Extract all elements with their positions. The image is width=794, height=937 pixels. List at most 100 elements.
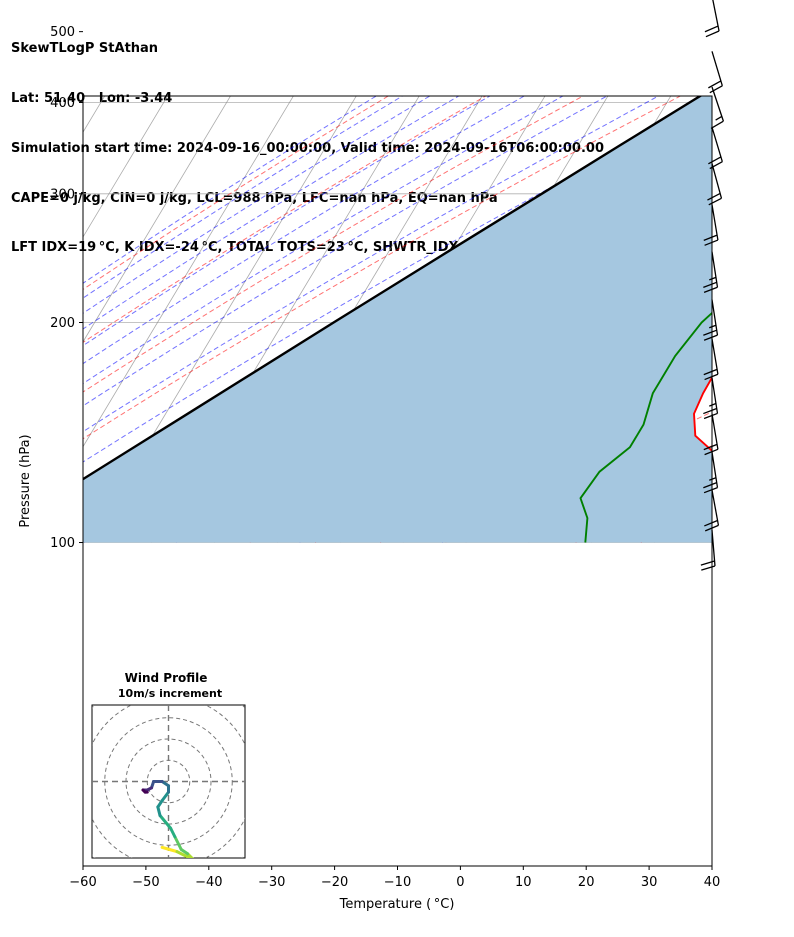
wind-barb [703,413,719,456]
x-tick-label: 40 [704,875,721,890]
wind-barb-flag [704,373,719,381]
wind-barb-flag [701,565,716,571]
hodograph-segment [160,845,179,854]
hodograph-title: Wind Profile [125,671,208,685]
wind-barb-flag [703,407,717,415]
wind-barb [710,86,725,129]
wind-barb-flag [703,482,717,489]
wind-barb [708,51,723,94]
wind-barb [703,338,719,381]
wind-barb [703,299,719,341]
wind-barb-shaft [711,413,719,450]
wind-barb-shaft [711,127,723,162]
x-tick-label: −40 [195,875,222,890]
wind-barb-flag [703,281,717,289]
wind-barb-flag [703,334,718,341]
hodograph-subtitle: 10m/s increment [118,687,222,700]
wind-barb-shaft [711,338,719,375]
wind-barb-flag [703,412,718,420]
x-tick-label: −50 [132,875,159,890]
profile-lines [83,96,712,543]
cin-shading [83,96,712,543]
wind-barb-flag [703,234,718,241]
y-tick-label: 200 [50,316,75,331]
wind-barb-flag [709,402,717,407]
x-axis-label: Temperature ( °C) [339,897,455,912]
wind-barb-shaft [711,489,720,526]
wind-barb-flag [709,85,723,94]
wind-barbs [700,0,725,571]
wind-barb-shaft [712,0,720,32]
wind-barb-flag [703,329,717,336]
wind-barb-flag [705,30,720,38]
wind-barb [703,377,719,420]
moist-adiabat [83,96,660,433]
y-tick-label: 400 [50,96,75,111]
title-line-cape: CAPE=0 j/kg, CIN=0 j/kg, LCL=988 hPa, LF… [11,190,498,206]
wind-barb [707,163,723,206]
wind-barb-flag [708,156,722,165]
dewpoint-line [579,311,712,543]
moist-adiabat [83,96,460,330]
hodograph-inset: Wind Profile 10m/s increment [91,671,246,859]
wind-barb-flag [704,25,719,33]
wind-barb-flag [703,368,718,376]
wind-barb-shaft [711,163,723,199]
y-tick-label: 300 [50,187,75,202]
y-tick-label: 100 [50,536,75,551]
wind-barb-flag [703,286,718,293]
hodograph-trace [141,780,194,858]
hodograph-segment [169,826,177,839]
y-tick-label: 500 [50,25,75,40]
wind-barb-flag [704,519,718,527]
wind-barb-flag [715,115,723,121]
moist-adiabat [83,98,712,463]
wind-barb [703,451,719,494]
y-axis-ticks: 1000900800700600500400300200100 [50,25,83,551]
wind-barb-flag [700,560,715,566]
wind-barb-flag [707,192,721,201]
dry-adiabat [83,96,390,291]
isotherm-line [83,96,169,238]
isotherm-line [88,96,357,543]
dry-adiabat [83,96,682,440]
x-tick-label: −30 [258,875,285,890]
moist-adiabat [83,96,564,385]
x-tick-label: 20 [578,875,595,890]
wind-barb-shaft [711,299,719,336]
wind-barb-flag [703,486,718,494]
wind-barb-shaft [711,251,719,288]
wind-barb-flag [708,80,722,89]
isotherm-line [717,0,794,543]
y-axis-label: Pressure (hPa) [18,434,33,527]
x-tick-label: 0 [456,875,464,890]
wind-barb-flag [704,239,719,246]
hodograph-segment [160,790,170,803]
x-tick-label: 30 [641,875,658,890]
x-tick-label: −10 [384,875,411,890]
title-line-station: SkewTLogP StAthan [11,41,159,57]
hodograph-segment [158,814,173,830]
wind-barb-shaft [711,451,719,488]
temperature-line [693,375,712,453]
x-tick-label: 10 [515,875,532,890]
x-tick-label: −20 [321,875,348,890]
isotherm-line [83,96,231,343]
x-tick-label: −60 [69,875,96,890]
wind-barb-shaft [711,204,719,241]
wind-barb-shaft [711,377,719,414]
hodograph-segment [175,850,194,858]
x-axis-ticks: −60 −50 −40 −30 −20 −10 0 10 20 30 40 [69,866,720,890]
dry-adiabat [83,96,585,393]
wind-barb [703,204,719,246]
isotherm-line [780,0,794,543]
wind-barb-flag [709,477,717,481]
isotherm-line [83,96,294,448]
wind-barb-flag [709,276,717,281]
wind-barb [703,251,719,293]
wind-barb [704,0,720,38]
wind-barb-flag [708,197,722,206]
wind-barb-shaft [711,86,725,122]
